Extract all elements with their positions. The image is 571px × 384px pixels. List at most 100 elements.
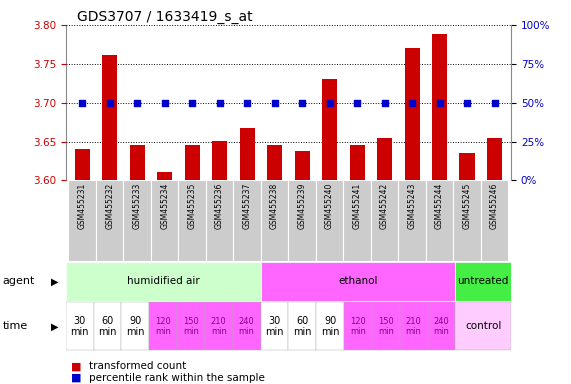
Bar bbox=[453, 180, 481, 261]
Point bbox=[105, 99, 114, 106]
Bar bbox=[322, 79, 337, 180]
Text: 210
min: 210 min bbox=[211, 317, 227, 336]
Text: transformed count: transformed count bbox=[89, 361, 186, 371]
Text: percentile rank within the sample: percentile rank within the sample bbox=[89, 373, 264, 383]
Text: 30
min: 30 min bbox=[265, 316, 284, 337]
Bar bbox=[178, 180, 206, 261]
Text: 90
min: 90 min bbox=[321, 316, 339, 337]
Bar bbox=[404, 48, 420, 180]
Point bbox=[463, 99, 472, 106]
Text: 120
min: 120 min bbox=[155, 317, 171, 336]
Bar bbox=[344, 303, 372, 350]
Point bbox=[78, 99, 87, 106]
Point bbox=[270, 99, 279, 106]
Bar bbox=[149, 303, 177, 350]
Text: 240
min: 240 min bbox=[239, 317, 255, 336]
Bar bbox=[122, 303, 149, 350]
Text: humidified air: humidified air bbox=[127, 276, 199, 286]
Point bbox=[215, 99, 224, 106]
Point bbox=[408, 99, 417, 106]
Text: 60
min: 60 min bbox=[293, 316, 312, 337]
Bar bbox=[75, 149, 90, 180]
Bar bbox=[343, 180, 371, 261]
Bar bbox=[102, 55, 117, 180]
Bar bbox=[234, 180, 261, 261]
Bar bbox=[96, 180, 123, 261]
Point bbox=[160, 99, 169, 106]
Point bbox=[435, 99, 444, 106]
Text: GSM455238: GSM455238 bbox=[270, 183, 279, 229]
Bar bbox=[261, 180, 288, 261]
Bar bbox=[456, 262, 511, 301]
Bar bbox=[177, 303, 205, 350]
Text: 210
min: 210 min bbox=[405, 317, 421, 336]
Bar bbox=[372, 303, 400, 350]
Text: GSM455239: GSM455239 bbox=[297, 183, 307, 229]
Point bbox=[380, 99, 389, 106]
Bar bbox=[400, 303, 428, 350]
Bar bbox=[456, 303, 511, 350]
Text: GSM455237: GSM455237 bbox=[243, 183, 252, 229]
Bar bbox=[94, 303, 122, 350]
Bar bbox=[288, 303, 316, 350]
Text: GSM455232: GSM455232 bbox=[105, 183, 114, 229]
Point bbox=[352, 99, 361, 106]
Bar bbox=[69, 180, 96, 261]
Bar bbox=[212, 141, 227, 180]
Bar bbox=[240, 128, 255, 180]
Bar bbox=[184, 146, 200, 180]
Point bbox=[490, 99, 499, 106]
Bar bbox=[399, 180, 426, 261]
Text: GSM455236: GSM455236 bbox=[215, 183, 224, 229]
Text: GSM455233: GSM455233 bbox=[132, 183, 142, 229]
Bar bbox=[206, 180, 234, 261]
Bar bbox=[432, 33, 447, 180]
Text: GDS3707 / 1633419_s_at: GDS3707 / 1633419_s_at bbox=[77, 10, 253, 23]
Text: agent: agent bbox=[3, 276, 35, 286]
Bar bbox=[260, 262, 456, 301]
Text: GSM455231: GSM455231 bbox=[78, 183, 87, 229]
Bar bbox=[295, 151, 309, 180]
Bar bbox=[316, 303, 344, 350]
Bar bbox=[151, 180, 178, 261]
Text: untreated: untreated bbox=[457, 276, 509, 286]
Text: 30
min: 30 min bbox=[70, 316, 89, 337]
Text: GSM455243: GSM455243 bbox=[408, 183, 417, 229]
Text: GSM455242: GSM455242 bbox=[380, 183, 389, 229]
Bar bbox=[205, 303, 233, 350]
Bar bbox=[260, 303, 288, 350]
Point bbox=[243, 99, 252, 106]
Text: ■: ■ bbox=[71, 373, 82, 383]
Text: GSM455245: GSM455245 bbox=[463, 183, 472, 229]
Bar bbox=[371, 180, 399, 261]
Bar bbox=[349, 146, 365, 180]
Point bbox=[132, 99, 142, 106]
Text: ethanol: ethanol bbox=[338, 276, 377, 286]
Bar bbox=[66, 262, 260, 301]
Text: GSM455240: GSM455240 bbox=[325, 183, 334, 229]
Text: control: control bbox=[465, 321, 501, 331]
Bar bbox=[66, 303, 94, 350]
Bar bbox=[460, 153, 475, 180]
Bar bbox=[267, 146, 282, 180]
Text: ■: ■ bbox=[71, 361, 82, 371]
Point bbox=[297, 99, 307, 106]
Bar bbox=[481, 180, 508, 261]
Text: GSM455246: GSM455246 bbox=[490, 183, 499, 229]
Point bbox=[325, 99, 334, 106]
Bar bbox=[157, 172, 172, 180]
Text: GSM455234: GSM455234 bbox=[160, 183, 169, 229]
Bar bbox=[233, 303, 260, 350]
Text: 120
min: 120 min bbox=[350, 317, 366, 336]
Text: 90
min: 90 min bbox=[126, 316, 144, 337]
Text: 150
min: 150 min bbox=[183, 317, 199, 336]
Bar bbox=[426, 180, 453, 261]
Text: time: time bbox=[3, 321, 28, 331]
Bar bbox=[428, 303, 456, 350]
Text: 150
min: 150 min bbox=[378, 317, 394, 336]
Text: 240
min: 240 min bbox=[433, 317, 449, 336]
Bar bbox=[316, 180, 343, 261]
Bar bbox=[130, 146, 144, 180]
Bar bbox=[377, 138, 392, 180]
Bar bbox=[288, 180, 316, 261]
